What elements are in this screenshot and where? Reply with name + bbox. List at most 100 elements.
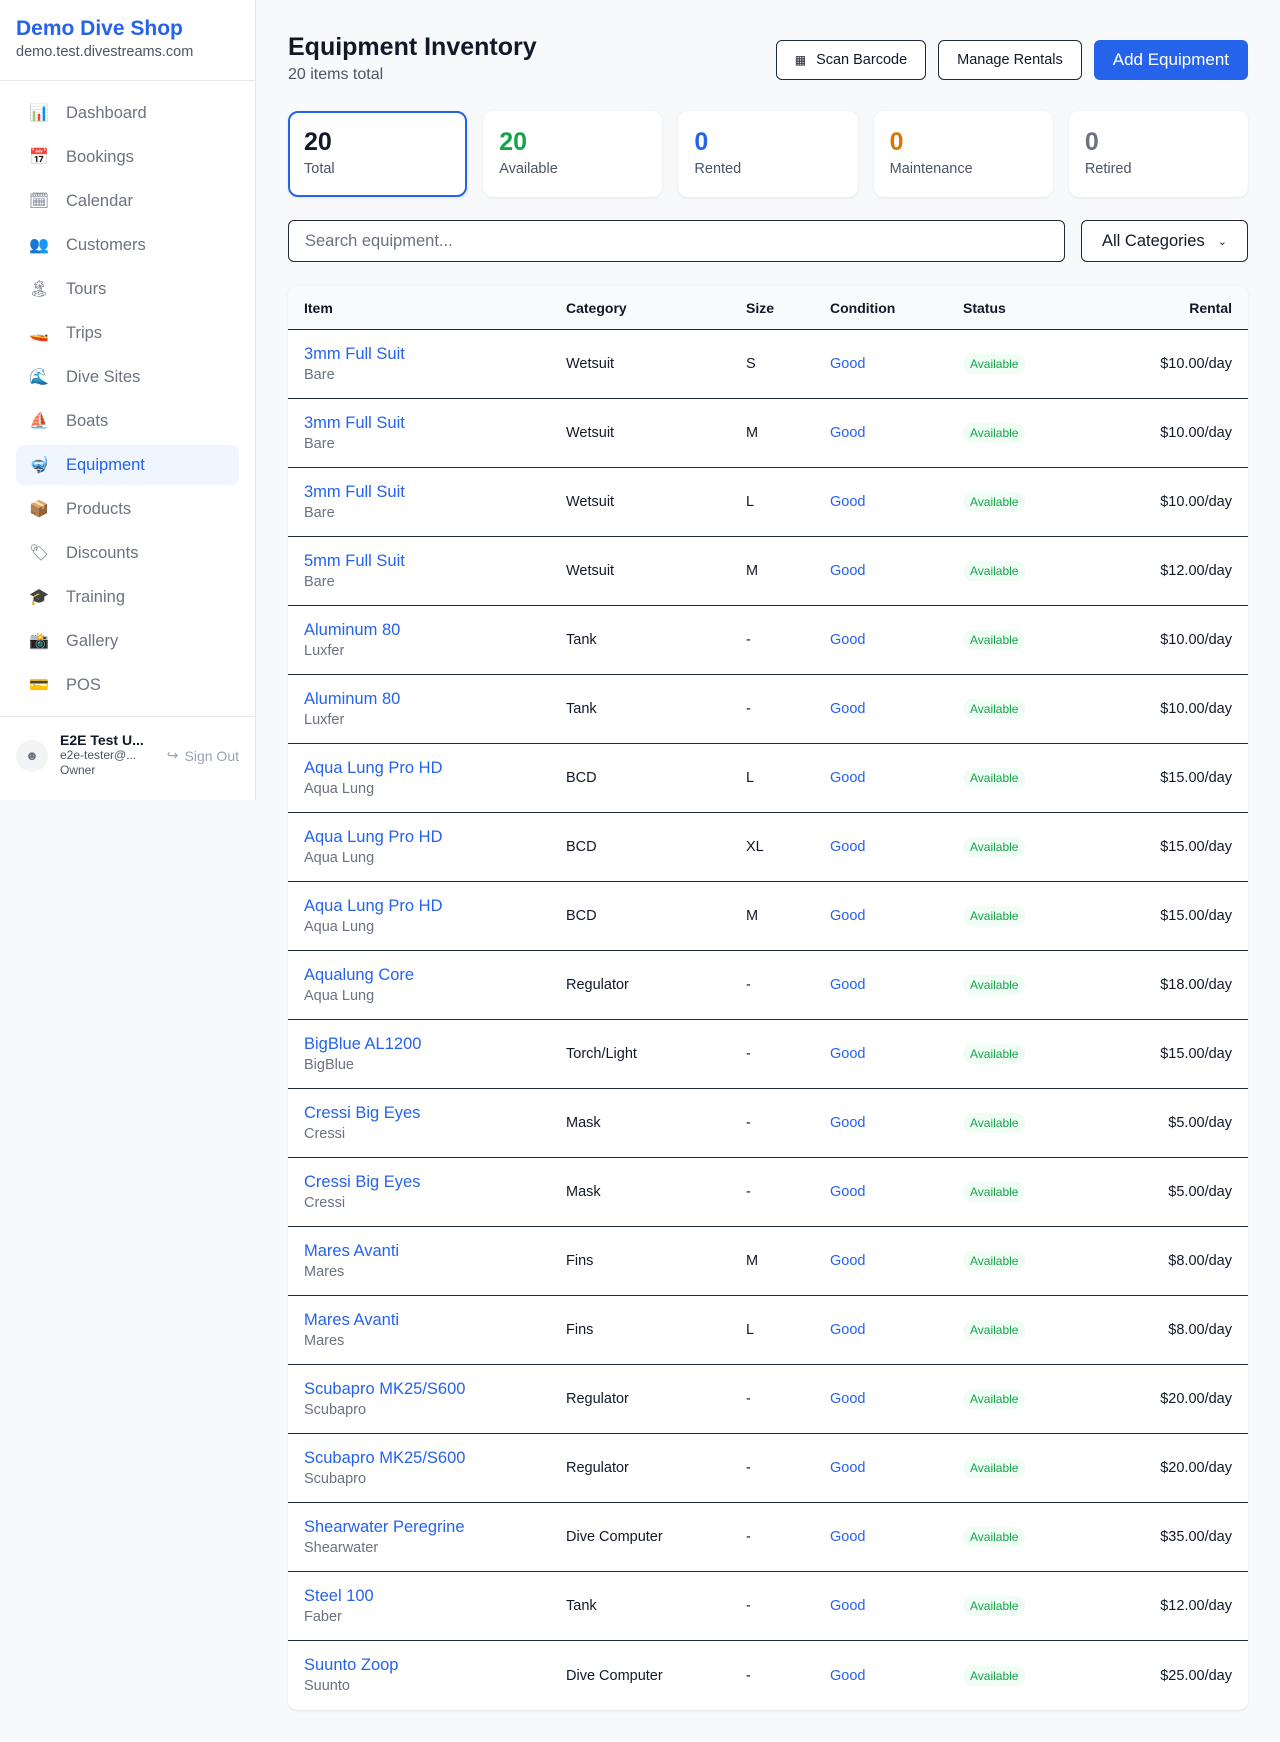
item-name-link[interactable]: Aqualung Core — [304, 965, 415, 984]
sidebar-item-label: Products — [66, 499, 132, 518]
item-category: Torch/Light — [566, 1046, 637, 1062]
item-name-link[interactable]: Scubapro MK25/S600 — [304, 1448, 466, 1467]
item-condition: Good — [830, 1667, 866, 1684]
item-name-link[interactable]: BigBlue AL1200 — [304, 1034, 422, 1053]
sidebar-item-discounts[interactable]: 🏷 Discounts — [16, 533, 239, 573]
item-size: M — [746, 563, 759, 579]
item-name-link[interactable]: 3mm Full Suit — [304, 413, 405, 432]
table-row: Scubapro MK25/S600 Scubapro Regulator - G… — [288, 1365, 1248, 1434]
sidebar-item-boats[interactable]: ⛵ Boats — [16, 401, 239, 441]
item-condition: Good — [830, 1598, 866, 1614]
discounts-icon: 🏷 — [28, 545, 50, 562]
item-condition: Good — [830, 1529, 866, 1545]
sidebar-item-training[interactable]: 🎓 Training — [16, 577, 239, 617]
user-email: e2e-tester@... — [60, 748, 137, 762]
item-size: XL — [746, 839, 764, 855]
sidebar-item-dashboard[interactable]: 📊 Dashboard — [16, 93, 239, 133]
table-row: Shearwater Peregrine Shearwater Dive Comp… — [288, 1503, 1248, 1572]
item-name-link[interactable]: Aqua Lung Pro HD — [304, 896, 443, 915]
main-content: Equipment Inventory 20 items total ▦ Scan… — [288, 0, 1249, 1710]
sidebar-item-calendar[interactable]: 🗓 Calendar — [16, 181, 239, 221]
user-role: Owner — [60, 763, 96, 777]
header-size[interactable]: Size — [746, 299, 775, 316]
sidebar-item-products[interactable]: 📦 Products — [16, 489, 239, 529]
item-name-link[interactable]: Aluminum 80 — [304, 689, 401, 708]
page-title: Equipment Inventory — [288, 33, 537, 61]
manage-rentals-button[interactable]: Manage Rentals — [938, 40, 1082, 80]
sidebar-item-equipment[interactable]: 🤿 Equipment — [16, 445, 239, 485]
item-name-link[interactable]: Scubapro MK25/S600 — [304, 1379, 466, 1398]
item-brand: Luxfer — [304, 711, 345, 728]
item-name-link[interactable]: Aqua Lung Pro HD — [304, 827, 443, 846]
stat-card-total[interactable]: 20 Total — [288, 111, 468, 197]
item-name-link[interactable]: Aqua Lung Pro HD — [304, 758, 443, 777]
scan-barcode-button[interactable]: ▦ Scan Barcode — [775, 40, 927, 80]
sidebar-item-customers[interactable]: 👥 Customers — [16, 225, 239, 265]
item-size: - — [746, 1667, 751, 1684]
trips-icon: 🚤 — [29, 325, 49, 342]
dive-sites-icon: 🌊 — [29, 369, 49, 386]
item-name-link[interactable]: Suunto Zoop — [304, 1656, 399, 1674]
category-select[interactable]: All Categories ⌄ — [1081, 220, 1248, 262]
item-name-link[interactable]: Cressi Big Eyes — [304, 1172, 421, 1191]
item-condition: Good — [830, 494, 866, 510]
stat-card-retired[interactable]: 0 Retired — [1068, 111, 1249, 197]
item-size: L — [746, 770, 755, 786]
sidebar-item-label: Trips — [66, 323, 103, 342]
item-name-link[interactable]: 3mm Full Suit — [304, 344, 405, 363]
sidebar-item-pos[interactable]: 💳 POS — [16, 665, 239, 705]
item-condition: Good — [830, 1046, 866, 1062]
table-row: Cressi Big Eyes Cressi Mask - Good Availa… — [288, 1089, 1248, 1158]
sidebar-item-tours[interactable]: 🏝 Tours — [16, 269, 239, 309]
item-name-link[interactable]: Mares Avanti — [304, 1310, 400, 1329]
item-name-link[interactable]: Steel 100 — [304, 1586, 374, 1605]
sidebar-item-dive-sites[interactable]: 🌊 Dive Sites — [16, 357, 239, 397]
item-condition: Good — [830, 1253, 866, 1269]
item-condition: Good — [830, 632, 866, 648]
add-equipment-button[interactable]: Add Equipment — [1093, 40, 1248, 80]
item-name-link[interactable]: 5mm Full Suit — [304, 551, 405, 570]
item-name-link[interactable]: Shearwater Peregrine — [304, 1517, 465, 1536]
item-brand: Mares — [304, 1332, 345, 1349]
item-name-link[interactable]: Mares Avanti — [304, 1241, 400, 1260]
header-rental[interactable]: Rental — [1189, 299, 1232, 316]
item-name-link[interactable]: 3mm Full Suit — [304, 482, 405, 501]
header-category[interactable]: Category — [566, 299, 627, 316]
sidebar-item-label: Discounts — [66, 543, 139, 562]
item-brand: Shearwater — [304, 1539, 379, 1556]
sign-out-button[interactable]: ↪ Sign Out — [167, 747, 239, 764]
item-condition: Good — [830, 770, 866, 786]
item-size: M — [746, 1253, 759, 1269]
products-icon: 📦 — [29, 501, 49, 518]
stat-card-rented[interactable]: 0 Rented — [678, 111, 858, 197]
table-row: Mares Avanti Mares Fins L Good Available … — [288, 1296, 1248, 1365]
item-brand: Aqua Lung — [304, 918, 375, 935]
scan-barcode-label: Scan Barcode — [816, 52, 908, 68]
status-badge: Available — [963, 768, 1026, 788]
bookings-icon: 📅 — [29, 149, 49, 166]
stat-card-maintenance[interactable]: 0 Maintenance — [873, 111, 1053, 197]
sidebar-item-trips[interactable]: 🚤 Trips — [16, 313, 239, 353]
item-name-link[interactable]: Aluminum 80 — [304, 620, 401, 639]
sidebar-item-label: Boats — [66, 411, 109, 430]
item-size: - — [746, 1529, 751, 1545]
stat-card-available[interactable]: 20 Available — [483, 111, 663, 197]
header-item[interactable]: Item — [304, 299, 333, 316]
sidebar-item-label: Bookings — [66, 147, 134, 166]
item-condition: Good — [830, 1391, 866, 1407]
search-input[interactable] — [288, 220, 1065, 262]
item-rental-price: $10.00/day — [1160, 356, 1232, 372]
header-status[interactable]: Status — [963, 299, 1006, 316]
sidebar-item-gallery[interactable]: 📸 Gallery — [16, 621, 239, 661]
sidebar-item-bookings[interactable]: 📅 Bookings — [16, 137, 239, 177]
sidebar-item-label: POS — [66, 675, 101, 694]
item-condition: Good — [830, 839, 866, 855]
item-rental-price: $15.00/day — [1160, 908, 1232, 924]
item-name-link[interactable]: Cressi Big Eyes — [304, 1103, 421, 1122]
sidebar-item-label: Training — [66, 587, 125, 606]
status-badge: Available — [963, 1665, 1026, 1686]
shop-name[interactable]: Demo Dive Shop — [16, 17, 183, 40]
sidebar-item-label: Calendar — [66, 191, 133, 210]
sidebar-nav: 📊 Dashboard 📅 Bookings 🗓 Calendar 👥 Customers 🏝 T… — [0, 81, 255, 721]
header-condition[interactable]: Condition — [830, 299, 896, 316]
